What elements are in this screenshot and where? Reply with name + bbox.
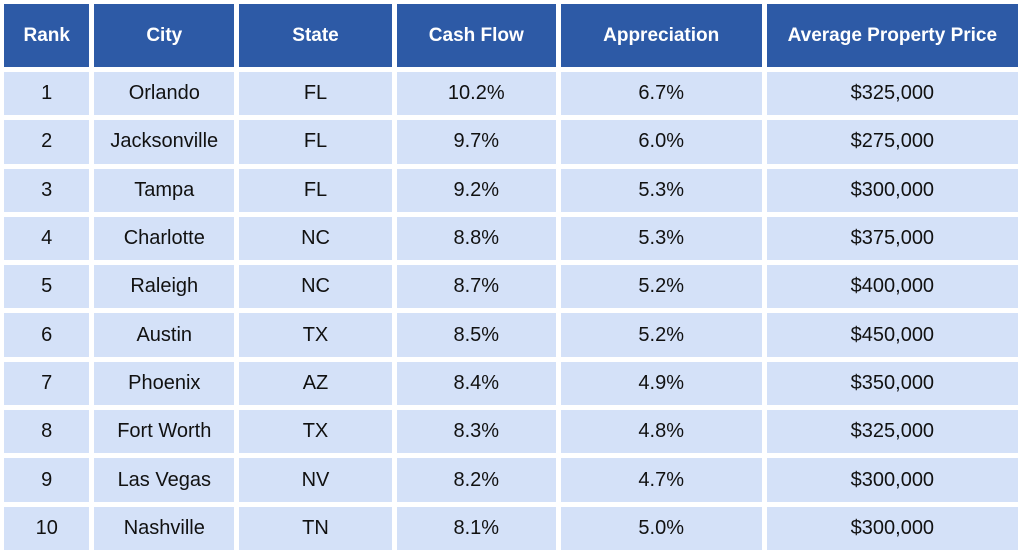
table-row: 2 Jacksonville FL 9.7% 6.0% $275,000	[4, 120, 1018, 164]
cell-appreciation: 5.3%	[560, 168, 762, 212]
column-header-rank: Rank	[4, 4, 90, 67]
cell-rank: 5	[4, 265, 90, 309]
cell-cash-flow: 8.4%	[396, 361, 556, 406]
cell-average-property-price: $400,000	[766, 265, 1018, 309]
cell-cash-flow: 8.1%	[396, 506, 556, 550]
table-row: 9 Las Vegas NV 8.2% 4.7% $300,000	[4, 458, 1018, 502]
cell-appreciation: 5.0%	[560, 506, 762, 550]
cell-rank: 2	[4, 120, 90, 164]
cell-state: NC	[239, 265, 392, 309]
cell-state: FL	[239, 72, 392, 116]
cell-state: TX	[239, 313, 392, 357]
cell-state: TX	[239, 410, 392, 454]
cell-appreciation: 5.3%	[560, 216, 762, 261]
column-header-cash-flow: Cash Flow	[396, 4, 556, 67]
cell-appreciation: 6.7%	[560, 72, 762, 116]
cell-cash-flow: 9.2%	[396, 168, 556, 212]
cell-average-property-price: $300,000	[766, 506, 1018, 550]
cell-cash-flow: 8.3%	[396, 410, 556, 454]
column-header-city: City	[94, 4, 235, 67]
cell-appreciation: 6.0%	[560, 120, 762, 164]
column-header-state: State	[239, 4, 392, 67]
cell-cash-flow: 8.8%	[396, 216, 556, 261]
column-header-average-property-price: Average Property Price	[766, 4, 1018, 67]
cell-appreciation: 5.2%	[560, 265, 762, 309]
cell-average-property-price: $275,000	[766, 120, 1018, 164]
cell-state: FL	[239, 168, 392, 212]
cell-city: Fort Worth	[94, 410, 235, 454]
cell-rank: 7	[4, 361, 90, 406]
cell-appreciation: 4.9%	[560, 361, 762, 406]
cell-city: Phoenix	[94, 361, 235, 406]
cell-city: Raleigh	[94, 265, 235, 309]
cell-rank: 6	[4, 313, 90, 357]
table-body: 1 Orlando FL 10.2% 6.7% $325,000 2 Jacksonville…	[4, 72, 1018, 550]
cell-state: NC	[239, 216, 392, 261]
table-row: 4 Charlotte NC 8.8% 5.3% $375,000	[4, 216, 1018, 261]
cell-appreciation: 5.2%	[560, 313, 762, 357]
cell-city: Nashville	[94, 506, 235, 550]
cell-state: TN	[239, 506, 392, 550]
table-row: 10 Nashville TN 8.1% 5.0% $300,000	[4, 506, 1018, 550]
table-row: 5 Raleigh NC 8.7% 5.2% $400,000	[4, 265, 1018, 309]
cell-appreciation: 4.8%	[560, 410, 762, 454]
table-row: 7 Phoenix AZ 8.4% 4.9% $350,000	[4, 361, 1018, 406]
cell-average-property-price: $325,000	[766, 72, 1018, 116]
cell-average-property-price: $375,000	[766, 216, 1018, 261]
cell-city: Las Vegas	[94, 458, 235, 502]
cell-average-property-price: $300,000	[766, 168, 1018, 212]
cell-cash-flow: 9.7%	[396, 120, 556, 164]
column-header-appreciation: Appreciation	[560, 4, 762, 67]
table-row: 6 Austin TX 8.5% 5.2% $450,000	[4, 313, 1018, 357]
cell-state: NV	[239, 458, 392, 502]
cell-rank: 4	[4, 216, 90, 261]
cell-rank: 10	[4, 506, 90, 550]
cell-city: Austin	[94, 313, 235, 357]
cell-city: Jacksonville	[94, 120, 235, 164]
table-row: 1 Orlando FL 10.2% 6.7% $325,000	[4, 72, 1018, 116]
table-row: 3 Tampa FL 9.2% 5.3% $300,000	[4, 168, 1018, 212]
cell-rank: 1	[4, 72, 90, 116]
cell-city: Orlando	[94, 72, 235, 116]
cell-rank: 3	[4, 168, 90, 212]
cell-rank: 9	[4, 458, 90, 502]
cell-average-property-price: $325,000	[766, 410, 1018, 454]
table-header: Rank City State Cash Flow Appreciation Averag…	[4, 4, 1018, 67]
cell-cash-flow: 10.2%	[396, 72, 556, 116]
cell-cash-flow: 8.2%	[396, 458, 556, 502]
cell-state: AZ	[239, 361, 392, 406]
cell-average-property-price: $450,000	[766, 313, 1018, 357]
cell-average-property-price: $300,000	[766, 458, 1018, 502]
header-row: Rank City State Cash Flow Appreciation Averag…	[4, 4, 1018, 67]
cell-city: Tampa	[94, 168, 235, 212]
cell-average-property-price: $350,000	[766, 361, 1018, 406]
table-row: 8 Fort Worth TX 8.3% 4.8% $325,000	[4, 410, 1018, 454]
cell-appreciation: 4.7%	[560, 458, 762, 502]
cell-state: FL	[239, 120, 392, 164]
cell-rank: 8	[4, 410, 90, 454]
cell-cash-flow: 8.5%	[396, 313, 556, 357]
cell-cash-flow: 8.7%	[396, 265, 556, 309]
cell-city: Charlotte	[94, 216, 235, 261]
